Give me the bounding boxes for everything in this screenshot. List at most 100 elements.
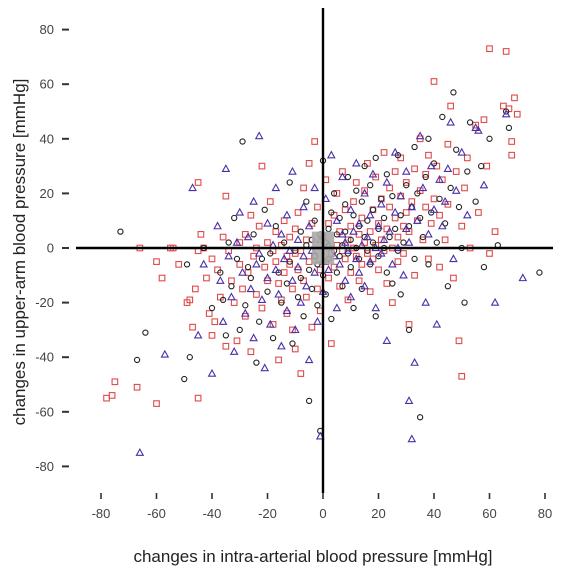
circle-point: [461, 299, 468, 306]
circle-point: [536, 269, 543, 276]
square-point: [402, 209, 410, 216]
triangle-point: [501, 109, 511, 118]
triangle-point: [332, 215, 342, 224]
square-point: [441, 236, 449, 244]
triangle-point: [407, 434, 417, 443]
square-point: [452, 168, 460, 175]
circle-point: [325, 225, 332, 233]
triangle-point: [424, 229, 433, 238]
square-point: [480, 116, 488, 124]
x-tick-label: 20: [371, 506, 385, 521]
square-point: [386, 203, 393, 211]
triangle-point: [415, 131, 425, 140]
square-point: [500, 102, 507, 110]
circle-point: [425, 135, 432, 142]
circle-point: [305, 397, 313, 405]
triangle-point: [290, 325, 300, 334]
square-point: [486, 250, 493, 257]
x-tick-label: 0: [319, 506, 326, 521]
square-point: [352, 179, 360, 186]
square-point: [358, 261, 366, 268]
circle-point: [314, 302, 321, 309]
square-point: [436, 263, 443, 271]
square-point: [308, 323, 316, 331]
square-point: [294, 209, 302, 216]
circle-point: [502, 108, 510, 115]
square-point: [327, 340, 335, 347]
square-point: [264, 239, 271, 246]
square-point: [383, 280, 391, 287]
triangle-point: [221, 164, 231, 172]
circle-point: [258, 255, 266, 263]
circle-point: [361, 162, 368, 170]
triangle-point: [443, 164, 453, 172]
square-point: [394, 233, 402, 241]
square-point: [358, 214, 366, 222]
circle-point: [250, 231, 257, 238]
square-point: [314, 203, 321, 211]
square-point: [458, 222, 466, 230]
circle-point: [411, 255, 418, 263]
circle-point: [342, 201, 349, 208]
circle-point: [369, 239, 377, 246]
square-point: [458, 372, 466, 380]
circle-point: [486, 135, 493, 142]
x-axis-title: changes in intra-arterial blood pressure…: [133, 547, 492, 566]
circle-point: [422, 173, 429, 181]
triangle-point: [257, 295, 267, 304]
x-tick-label: -80: [92, 506, 111, 521]
square-point: [219, 233, 227, 241]
triangle-point: [277, 229, 286, 238]
square-point: [336, 282, 344, 290]
triangle-point: [354, 218, 364, 227]
triangle-point: [388, 259, 397, 268]
circle-point: [336, 253, 343, 260]
circle-point: [372, 313, 379, 320]
triangle-point: [304, 355, 314, 364]
square-point: [380, 149, 388, 156]
square-point: [483, 162, 491, 170]
triangle-point: [449, 254, 458, 263]
square-point: [513, 110, 521, 118]
triangle-point: [379, 235, 389, 243]
triangle-point: [249, 196, 258, 205]
circle-point: [303, 198, 310, 205]
triangle-point: [302, 281, 311, 290]
triangle-point: [213, 221, 222, 230]
circle-point: [414, 190, 421, 197]
circle-point: [450, 89, 457, 96]
square-point: [364, 250, 371, 257]
triangle-point: [399, 270, 408, 279]
triangle-point: [376, 248, 386, 257]
triangle-point: [188, 183, 197, 192]
triangle-point: [193, 330, 203, 339]
triangle-point: [279, 254, 289, 263]
square-point: [436, 211, 443, 219]
triangle-point: [440, 196, 450, 205]
circle-point: [297, 228, 304, 235]
triangle-point: [335, 259, 344, 268]
triangle-point: [304, 221, 314, 230]
square-point: [472, 121, 479, 129]
circle-point: [269, 334, 277, 342]
triangle-point: [299, 251, 308, 260]
circle-point: [231, 214, 238, 222]
triangle-point: [338, 229, 347, 238]
square-point: [230, 299, 238, 306]
y-axis-title: changes in upper-arm blood pressure [mmH…: [10, 79, 29, 426]
y-tick-label: 80: [40, 22, 54, 37]
square-point: [194, 394, 202, 402]
triangle-point: [365, 210, 375, 219]
triangle-point: [326, 150, 336, 159]
square-point: [111, 378, 119, 386]
triangle-point: [382, 336, 392, 344]
triangle-point: [277, 341, 286, 350]
circle-point: [389, 192, 396, 200]
circle-point: [278, 299, 285, 306]
triangle-point: [490, 297, 500, 306]
square-point: [375, 266, 382, 274]
y-tick-label: -80: [35, 459, 54, 474]
y-tick-label: -40: [35, 350, 54, 365]
circle-point: [333, 269, 341, 276]
circle-point: [350, 212, 357, 219]
